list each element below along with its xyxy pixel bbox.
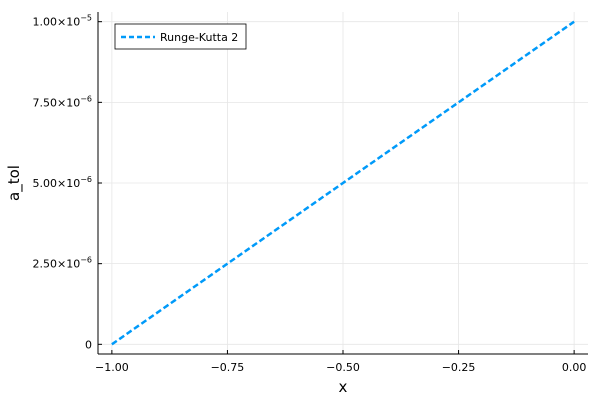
y-tick-label: 7.50×10−6 <box>32 94 92 109</box>
x-tick-label: −0.50 <box>326 361 360 374</box>
legend-box <box>114 23 247 50</box>
x-axis-title: x <box>339 378 348 396</box>
x-tick-label: −1.00 <box>95 361 129 374</box>
x-ticks: −1.00 −0.75 −0.50 −0.25 0.00 <box>95 350 586 374</box>
y-ticks: 0 2.50×10−6 5.00×10−6 7.50×10−6 1.00×10−5 <box>32 14 102 351</box>
x-tick-label: −0.75 <box>211 361 245 374</box>
y-axis-title: a_tol <box>5 165 24 201</box>
series-line <box>111 20 575 346</box>
x-tick-label: −0.25 <box>442 361 476 374</box>
y-tick-label: 5.00×10−6 <box>32 175 92 190</box>
y-tick-label: 2.50×10−6 <box>32 256 92 271</box>
y-tick-label: 1.00×10−5 <box>32 14 92 29</box>
x-tick-label: 0.00 <box>562 361 587 374</box>
legend-label: Runge-Kutta 2 <box>160 31 238 44</box>
legend: Runge-Kutta 2 <box>114 23 247 50</box>
series-layer <box>111 20 575 346</box>
y-tick-label: 0 <box>85 338 92 351</box>
